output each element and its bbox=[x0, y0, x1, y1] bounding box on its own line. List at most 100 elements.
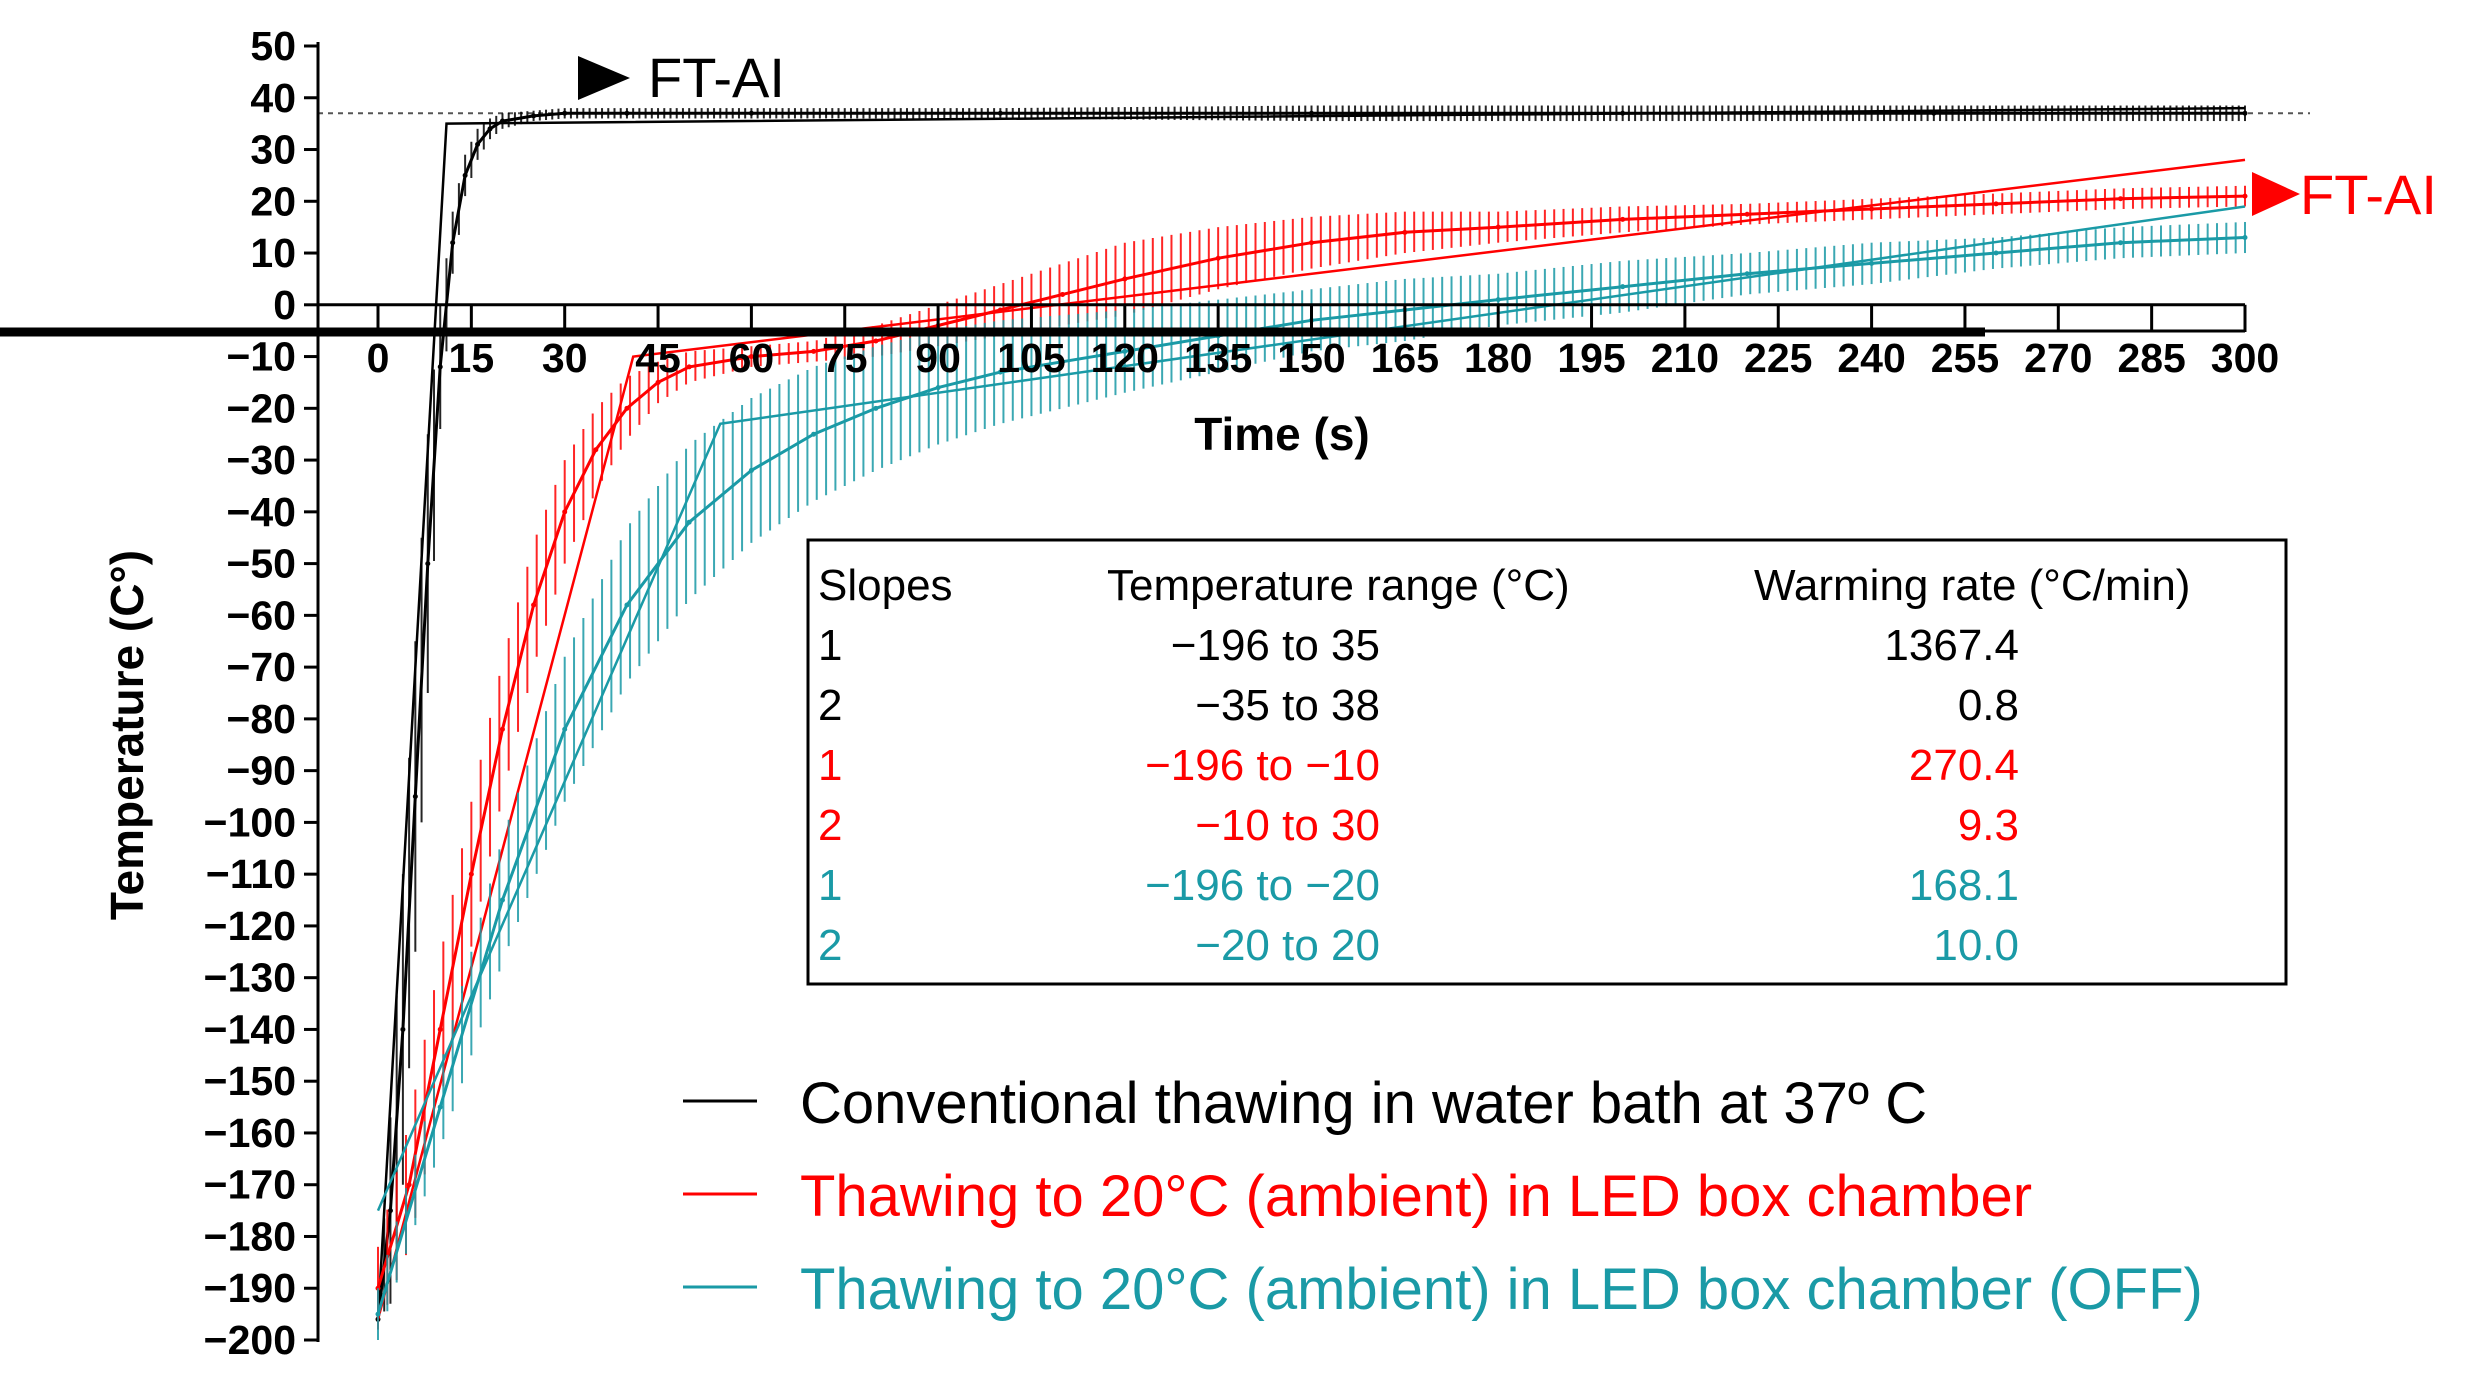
x-tick-label: 120 bbox=[1091, 335, 1159, 381]
table-row: 2 −20 to 20 10.0 bbox=[818, 921, 2019, 970]
series-layer bbox=[375, 105, 2248, 1340]
y-tick-label: 10 bbox=[250, 230, 296, 276]
data-point bbox=[437, 1104, 443, 1110]
slope-fit-line bbox=[376, 106, 2246, 1320]
y-tick-label: −30 bbox=[226, 437, 296, 483]
y-tick-label: −90 bbox=[226, 748, 296, 794]
table-row: 2 −35 to 38 0.8 bbox=[818, 681, 2019, 730]
data-point bbox=[655, 379, 661, 385]
table-row: 2 −10 to 30 9.3 bbox=[818, 801, 2019, 850]
data-point bbox=[437, 1026, 443, 1032]
data-point bbox=[475, 141, 481, 147]
slopes-table: Slopes Temperature range (°C) Warming rate… bbox=[806, 538, 2288, 986]
data-point bbox=[531, 602, 537, 608]
data-point bbox=[624, 602, 630, 608]
table-row: 1 −196 to −10 270.4 bbox=[818, 741, 2019, 790]
data-point bbox=[1495, 224, 1501, 230]
data-point bbox=[593, 447, 599, 453]
data-point bbox=[686, 519, 692, 525]
data-point bbox=[425, 561, 431, 567]
table-cell-slope: 2 bbox=[818, 801, 842, 850]
data-point bbox=[400, 1026, 406, 1032]
data-point bbox=[624, 110, 630, 116]
table-header-slopes: Slopes bbox=[818, 561, 953, 610]
x-tick-label: 285 bbox=[2117, 335, 2185, 381]
legend-entry: Thawing to 20°C (ambient) in LED box cha… bbox=[683, 1164, 2032, 1229]
data-point bbox=[468, 871, 474, 877]
table-cell-slope: 1 bbox=[818, 621, 842, 670]
legend-label: Conventional thawing in water bath at 37… bbox=[800, 1071, 1927, 1136]
data-point bbox=[2242, 235, 2248, 241]
table-cell-slope: 2 bbox=[818, 921, 842, 970]
data-point bbox=[462, 172, 468, 178]
y-tick-label: −170 bbox=[204, 1162, 296, 1208]
data-point bbox=[406, 1182, 412, 1188]
mean-curve bbox=[376, 111, 2245, 1320]
data-point bbox=[997, 110, 1003, 116]
y-tick-label: −60 bbox=[226, 592, 296, 638]
y-tick-label: −180 bbox=[204, 1213, 296, 1259]
data-point bbox=[1309, 110, 1314, 116]
x-tick-label: 60 bbox=[729, 335, 775, 381]
data-point bbox=[437, 364, 443, 370]
x-tick-label: 300 bbox=[2211, 335, 2279, 381]
data-point bbox=[1993, 201, 1999, 207]
x-tick-label: 135 bbox=[1184, 335, 1252, 381]
x-tick-label: 0 bbox=[367, 335, 390, 381]
table-cell-range: −10 to 30 bbox=[1195, 801, 1380, 850]
data-point bbox=[2118, 196, 2124, 202]
data-point bbox=[2118, 240, 2124, 246]
data-point bbox=[624, 405, 630, 411]
data-point bbox=[1620, 284, 1626, 290]
y-tick-label: −160 bbox=[204, 1110, 296, 1156]
data-point bbox=[1993, 250, 1999, 256]
data-point bbox=[1869, 206, 1875, 212]
y-tick-label: −190 bbox=[204, 1265, 296, 1311]
table-cell-range: −196 to −20 bbox=[1145, 861, 1380, 910]
legend-label: Thawing to 20°C (ambient) in LED box cha… bbox=[800, 1164, 2032, 1229]
data-point bbox=[487, 126, 493, 132]
y-tick-label: −200 bbox=[204, 1317, 296, 1363]
x-tick-label: 30 bbox=[542, 335, 588, 381]
legend-entry: Conventional thawing in water bath at 37… bbox=[683, 1071, 1927, 1136]
data-point bbox=[1495, 297, 1501, 303]
data-point bbox=[387, 1208, 393, 1214]
table-cell-slope: 2 bbox=[818, 681, 842, 730]
data-point bbox=[1402, 229, 1408, 235]
data-point bbox=[1122, 276, 1128, 282]
data-point bbox=[748, 110, 754, 116]
x-tick-label: 150 bbox=[1277, 335, 1345, 381]
y-tick-label: −140 bbox=[204, 1006, 296, 1052]
y-tick-label: −10 bbox=[226, 334, 296, 380]
data-point bbox=[375, 1311, 381, 1317]
data-point bbox=[997, 369, 1003, 375]
data-point bbox=[748, 467, 754, 473]
data-point bbox=[2242, 193, 2248, 199]
y-tick-label: −40 bbox=[226, 489, 296, 535]
data-point bbox=[1744, 211, 1750, 217]
data-point bbox=[1869, 260, 1875, 266]
x-tick-label: 210 bbox=[1651, 335, 1719, 381]
y-tick-label: −50 bbox=[226, 541, 296, 587]
table-cell-rate: 1367.4 bbox=[1884, 621, 2019, 670]
x-tick-label: 270 bbox=[2024, 335, 2092, 381]
legend-entry: Thawing to 20°C (ambient) in LED box cha… bbox=[683, 1257, 2203, 1322]
data-point bbox=[811, 431, 817, 437]
data-point bbox=[2242, 110, 2248, 116]
data-point bbox=[1744, 271, 1750, 277]
y-tick-label: −120 bbox=[204, 903, 296, 949]
table-cell-range: −196 to 35 bbox=[1171, 621, 1380, 670]
data-point bbox=[1309, 240, 1314, 246]
data-point bbox=[686, 364, 692, 370]
data-point bbox=[562, 726, 568, 732]
x-tick-label: 15 bbox=[449, 335, 495, 381]
data-point bbox=[811, 348, 817, 354]
y-tick-label: −110 bbox=[206, 851, 296, 897]
black-arrow-icon bbox=[578, 56, 630, 100]
data-point bbox=[531, 113, 537, 119]
y-tick-label: −130 bbox=[204, 955, 296, 1001]
data-point bbox=[1060, 359, 1066, 365]
x-tick-label: 75 bbox=[822, 335, 868, 381]
slope-fit-line bbox=[376, 158, 2246, 1320]
annotation-ft-ai-black: FT-AI bbox=[648, 46, 785, 109]
